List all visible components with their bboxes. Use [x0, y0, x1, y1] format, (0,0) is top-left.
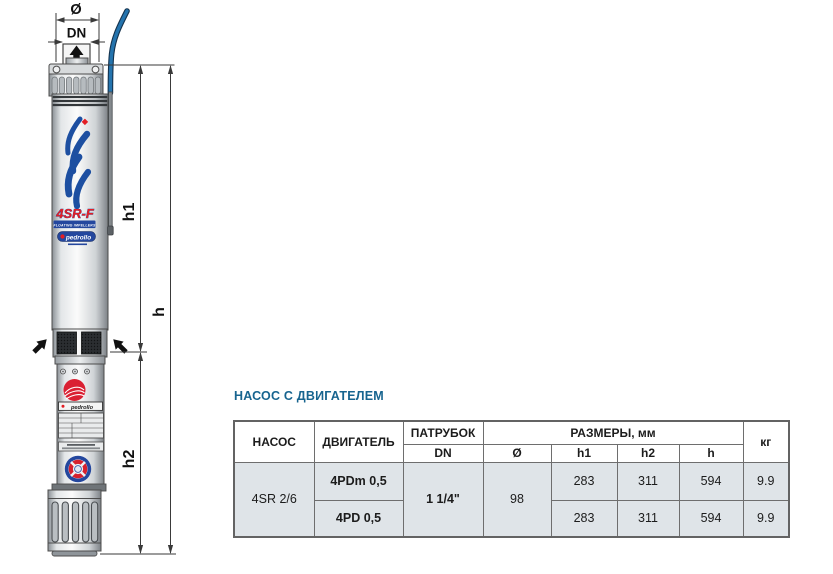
section-title: НАСОС С ДВИГАТЕЛЕМ [234, 389, 384, 403]
cell-h2: 311 [616, 461, 680, 501]
cell-h1: 283 [550, 499, 618, 538]
pump-illustration: 4SR-F FLOATING IMPELLERS pedrollo [32, 8, 130, 557]
cooling-ribs [51, 501, 99, 543]
spec-table: НАСОС ДВИГАТЕЛЬ ПАТРУБОК РАЗМЕРЫ, мм кг … [233, 420, 790, 538]
pump-sleeve [51, 93, 109, 331]
header-port: ПАТРУБОК [402, 420, 484, 445]
header-h1: h1 [550, 443, 618, 463]
tagline-bar [53, 220, 96, 229]
header-dn: DN [402, 443, 484, 463]
cell-h2: 311 [616, 499, 680, 538]
cable-guard [108, 91, 113, 229]
inflow-arrow-right [113, 339, 128, 354]
cell-pump-model: 4SR 2/6 [233, 461, 315, 538]
cell-diameter-value: 98 [482, 461, 552, 538]
drop-cable [107, 8, 130, 236]
vent-holes [60, 368, 90, 375]
inflow-arrow-left [32, 339, 47, 354]
brand-logo-text: pedrollo [65, 234, 91, 241]
motor-brand-bar [58, 401, 103, 411]
header-dimensions: РАЗМЕРЫ, мм [482, 420, 744, 445]
table-row: 4PD 0,5 283 311 594 9.9 [234, 499, 790, 538]
h2-dim-label: h2 [121, 450, 138, 469]
header-motor: ДВИГАТЕЛЬ [313, 420, 404, 463]
motor-emblem [64, 455, 92, 483]
bolt-right [91, 65, 100, 74]
cell-h1: 283 [550, 461, 618, 501]
cell-h: 594 [678, 499, 744, 538]
flow-up-arrow-icon [69, 45, 84, 63]
table-row: 4SR 2/6 4PDm 0,5 1 1/4" 98 283 311 594 9… [233, 461, 790, 538]
diameter-dim-label: Ø [70, 2, 81, 18]
pump-model-logo: 4SR-F [55, 206, 95, 221]
motor-brand-text: pedrollo [70, 405, 94, 411]
bolt-left [52, 65, 61, 74]
cell-motor: 4PDm 0,5 [313, 461, 404, 501]
dimension-annotations [48, 13, 176, 555]
cell-weight: 9.9 [742, 461, 790, 501]
motor-red-logo [63, 379, 86, 401]
dn-dim-label: DN [67, 26, 87, 41]
header-pump: НАСОС [233, 420, 315, 463]
h1-dim-label: h1 [121, 203, 138, 222]
series-tagline: FLOATING IMPELLERS [54, 223, 96, 227]
motor-nameplate [58, 412, 104, 439]
header-h: h [678, 443, 744, 463]
cell-dn-value: 1 1/4" [402, 461, 484, 538]
brand-badge [57, 231, 96, 242]
header-diameter: Ø [482, 443, 552, 463]
h-dim-label: h [151, 307, 168, 317]
spec-section: НАСОС С ДВИГАТЕЛЕМ НАСОС ДВИГАТЕЛЬ ПАТРУ… [233, 389, 790, 538]
header-weight: кг [742, 420, 790, 463]
cell-h: 594 [678, 461, 744, 501]
pedrollo-flame-logo [64, 116, 92, 210]
header-h2: h2 [616, 443, 680, 463]
cell-motor: 4PD 0,5 [313, 499, 404, 538]
motor-small-label [58, 441, 104, 452]
bottom-cap [51, 550, 98, 557]
cell-weight: 9.9 [742, 499, 790, 538]
